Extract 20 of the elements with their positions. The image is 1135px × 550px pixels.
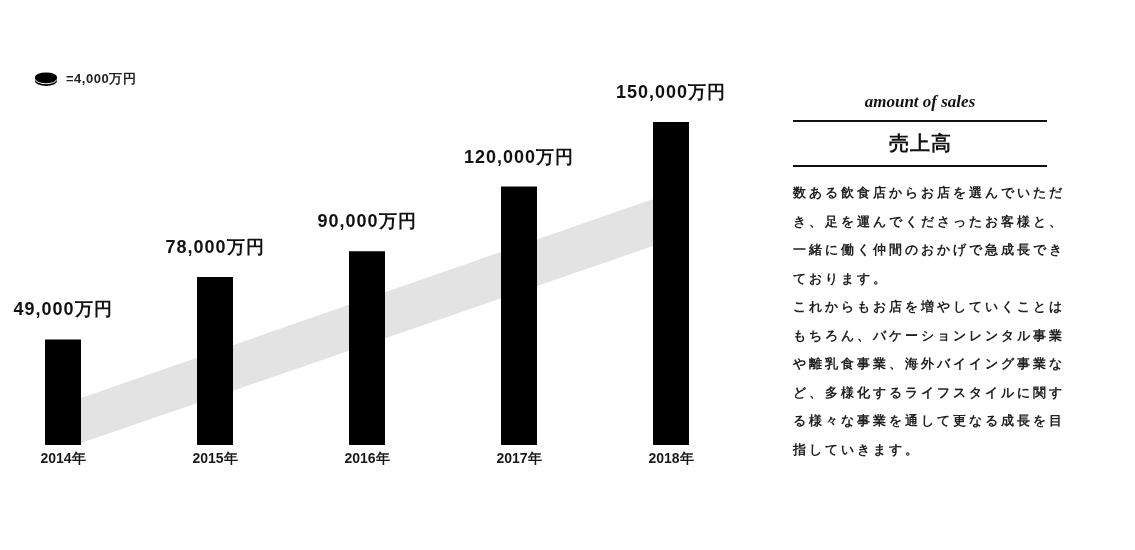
data-label: 90,000万円 — [317, 211, 417, 232]
bar — [501, 186, 537, 445]
data-label: 120,000万円 — [463, 146, 575, 167]
x-tick-label: 2018年 — [648, 449, 694, 466]
text: 売上高 — [888, 132, 952, 154]
text: amount of sales — [864, 92, 976, 111]
x-tick-label: 2014年 — [40, 449, 86, 466]
text: =4,000万円 — [66, 70, 137, 88]
bar — [653, 122, 689, 445]
bar — [45, 339, 81, 445]
bar — [349, 251, 385, 445]
x-tick-label: 2016年 — [344, 449, 390, 466]
data-label: 49,000万円 — [13, 299, 113, 320]
text: これからもお店を増やしていくことはもちろん、バケーションレンタル事業や離乳食事業、海外バイイング事業など、多様化するライフスタイルに関する様々な事業を通して更なる成長を目指していきます。 — [793, 299, 1065, 457]
bar — [197, 277, 233, 445]
data-label: 78,000万円 — [165, 237, 265, 258]
data-label: 150,000万円 — [615, 82, 727, 102]
x-tick-label: 2015年 — [192, 449, 238, 466]
text: 数ある飲食店からお店を選んでいただき、足を運んでくださったお客様と、一緒に働く仲間のおかげで急成長できております。 — [793, 185, 1065, 286]
x-tick-label: 2017年 — [496, 449, 542, 466]
